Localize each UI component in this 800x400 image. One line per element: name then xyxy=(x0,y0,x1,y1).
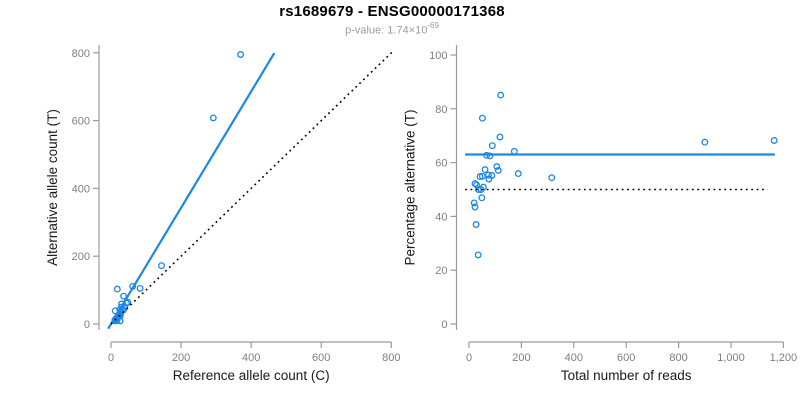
data-point xyxy=(471,180,479,188)
data-point xyxy=(510,147,518,155)
data-point xyxy=(113,285,121,293)
y-tick-label: 0 xyxy=(84,319,90,331)
y-tick-label: 20 xyxy=(435,265,447,277)
data-point xyxy=(477,186,485,193)
y-tick-label: 100 xyxy=(429,50,447,62)
figure-title: rs1689679 - ENSG00000171368 xyxy=(279,3,505,20)
x-tick-label: 400 xyxy=(565,352,583,364)
x-axis-title: Total number of reads xyxy=(561,368,692,383)
pvalue-text: p-value: 1.74×10 xyxy=(345,24,428,37)
data-point xyxy=(472,221,480,228)
y-tick-label: 40 xyxy=(435,211,447,223)
data-point xyxy=(116,312,124,320)
fit-line xyxy=(107,52,276,330)
data-point xyxy=(158,262,165,270)
data-point xyxy=(474,251,482,259)
data-point xyxy=(478,172,486,180)
x-tick-label: 0 xyxy=(466,352,472,364)
data-point xyxy=(493,163,501,171)
data-point xyxy=(481,166,489,174)
figure-subtitle: p-value: 1.74×10-69 xyxy=(0,21,784,37)
y-axis-title: Percentage alternative (T) xyxy=(403,109,418,265)
x-tick-label: 0 xyxy=(108,352,114,364)
right-scatter-plot: 0 20 40 60 80 100 0 200 400 600 800 1,000 1,200 Total… xyxy=(403,45,798,383)
left-scatter-plot: 0 200 400 600 800 0 200 400 600 800 Reference alle… xyxy=(45,45,400,383)
data-point xyxy=(471,203,479,211)
data-point xyxy=(136,284,144,292)
x-tick-label: 600 xyxy=(617,352,635,364)
x-tick-label: 1,000 xyxy=(717,352,745,364)
data-point xyxy=(120,292,128,300)
identity-line xyxy=(110,51,393,325)
data-point xyxy=(209,114,217,122)
y-tick-label: 200 xyxy=(72,251,90,263)
y-tick-label: 600 xyxy=(72,116,90,128)
data-point xyxy=(486,152,494,160)
data-point xyxy=(548,174,556,182)
y-tick-label: 80 xyxy=(435,104,447,116)
data-point xyxy=(497,91,505,99)
data-point xyxy=(701,138,709,146)
data-point xyxy=(476,173,484,181)
y-tick-label: 60 xyxy=(435,158,447,170)
x-tick-label: 400 xyxy=(242,352,260,364)
x-tick-label: 200 xyxy=(172,352,190,364)
x-tick-label: 800 xyxy=(382,352,400,364)
data-point xyxy=(485,175,493,183)
data-point xyxy=(494,166,502,174)
data-point xyxy=(116,317,124,325)
data-point xyxy=(514,170,522,178)
y-tick-label: 800 xyxy=(72,48,90,60)
x-tick-label: 600 xyxy=(312,352,330,364)
x-axis-title: Reference allele count (C) xyxy=(173,368,330,383)
data-point xyxy=(770,137,778,144)
data-point xyxy=(488,142,496,150)
data-point xyxy=(484,171,492,179)
y-tick-label: 400 xyxy=(72,183,90,195)
x-tick-label: 200 xyxy=(512,352,530,364)
data-point xyxy=(237,51,245,58)
pvalue-exponent: -69 xyxy=(427,21,439,30)
x-tick-label: 800 xyxy=(669,352,687,364)
x-tick-label: 1,200 xyxy=(770,352,798,364)
data-point xyxy=(496,133,504,141)
y-axis-title: Alternative allele count (T) xyxy=(45,109,60,266)
data-point xyxy=(470,199,478,207)
y-tick-label: 0 xyxy=(441,319,447,331)
data-point xyxy=(478,194,486,202)
data-point xyxy=(478,114,486,122)
